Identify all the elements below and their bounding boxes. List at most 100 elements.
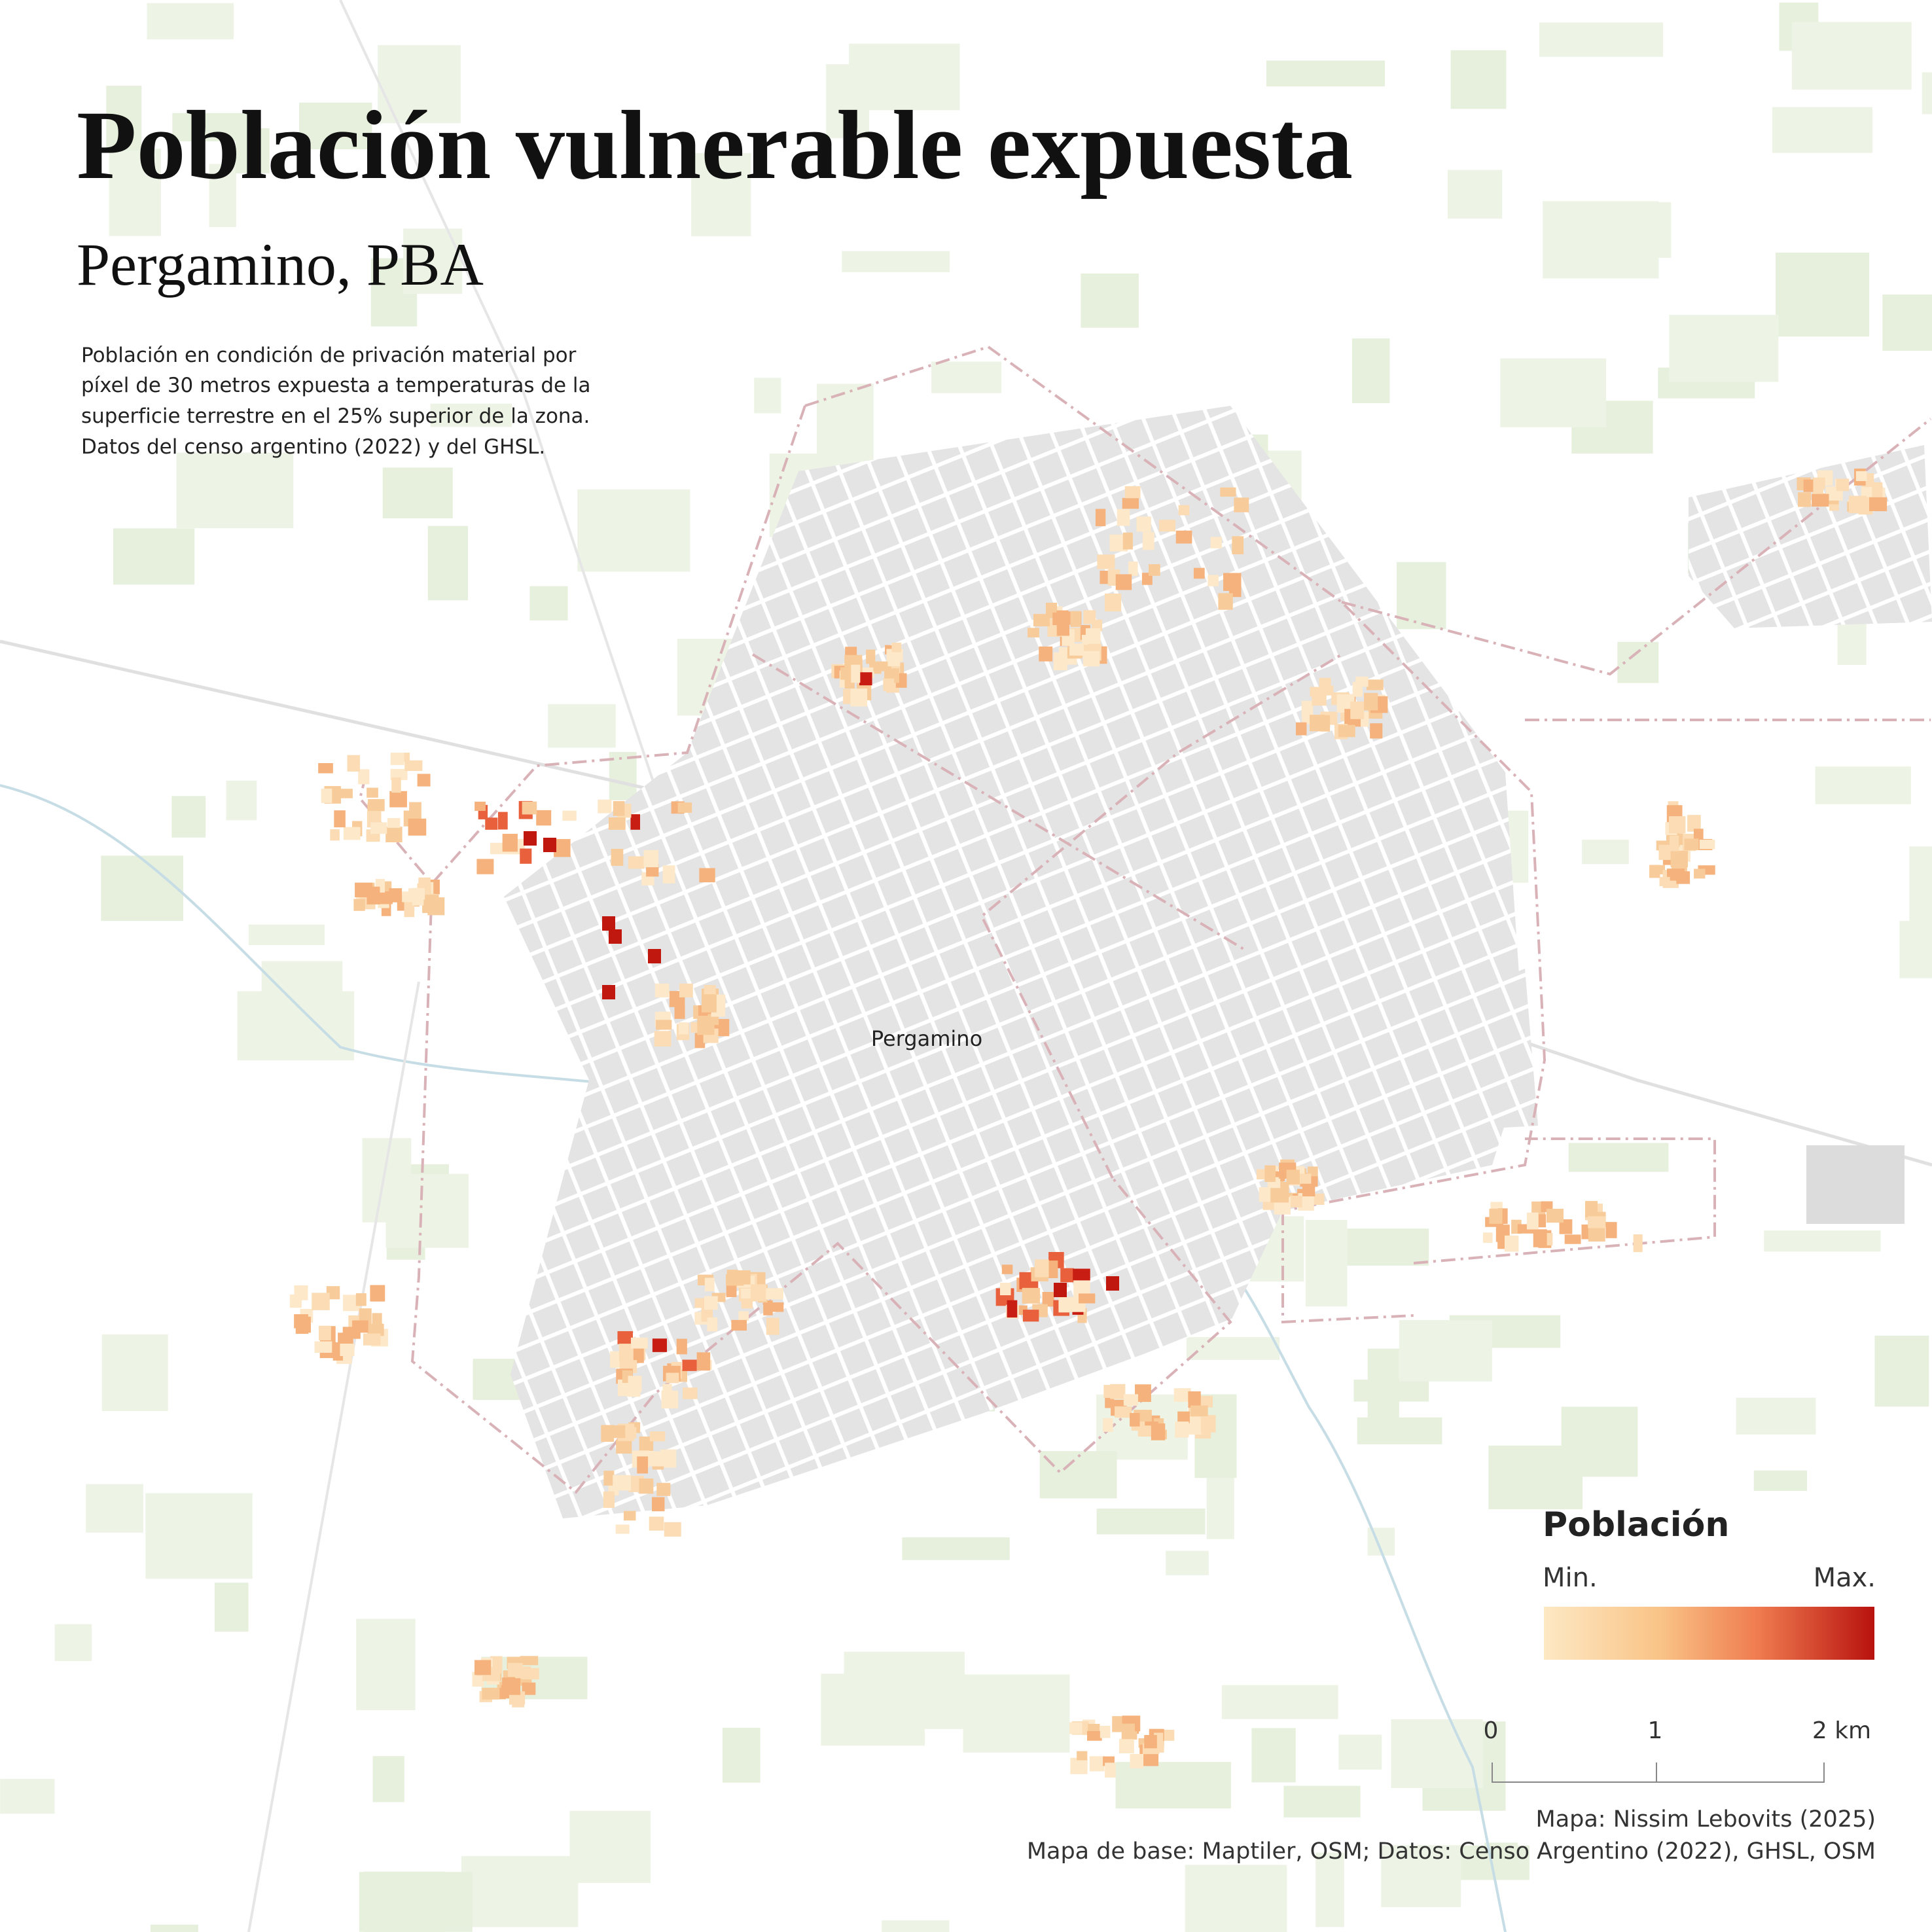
green-patch bbox=[261, 961, 343, 1037]
exposure-cell bbox=[326, 1286, 340, 1300]
green-patch bbox=[816, 384, 874, 474]
urban-area bbox=[1689, 445, 1932, 628]
exposure-cell bbox=[1056, 618, 1069, 636]
exposure-cell bbox=[766, 1317, 779, 1335]
exposure-cell bbox=[891, 642, 902, 653]
exposure-cell bbox=[630, 1337, 648, 1349]
green-patch bbox=[106, 86, 142, 151]
exposure-cell bbox=[701, 994, 717, 1012]
exposure-cell bbox=[731, 1319, 747, 1331]
green-patch bbox=[372, 1756, 404, 1802]
exposure-cell bbox=[515, 1666, 531, 1679]
exposure-cell bbox=[1048, 1261, 1058, 1278]
green-patch bbox=[1315, 1852, 1344, 1927]
exposure-cell bbox=[387, 818, 401, 828]
exposure-cell bbox=[1659, 876, 1670, 886]
green-patch bbox=[427, 526, 468, 601]
green-patch bbox=[1221, 1685, 1338, 1719]
exposure-cell bbox=[628, 1376, 642, 1392]
exposure-cell bbox=[682, 1359, 697, 1371]
exposure-cell bbox=[1210, 537, 1222, 548]
green-patch bbox=[176, 452, 294, 529]
exposure-cell bbox=[1836, 478, 1850, 492]
exposure-cell bbox=[1220, 487, 1236, 497]
exposure-cell bbox=[741, 1288, 753, 1299]
exposure-cell bbox=[652, 1338, 668, 1352]
title: Población vulnerable expuesta bbox=[77, 91, 1353, 200]
green-patch bbox=[1448, 170, 1503, 219]
green-patch bbox=[1791, 22, 1912, 90]
exposure-cell bbox=[617, 1331, 633, 1344]
exposure-cell bbox=[619, 1383, 631, 1393]
exposure-cell bbox=[417, 774, 431, 787]
exposure-cell bbox=[704, 985, 716, 995]
exposure-cell bbox=[370, 1285, 385, 1302]
scale-label: 0 bbox=[1484, 1717, 1499, 1744]
green-patch bbox=[385, 1173, 469, 1248]
exposure-cell bbox=[390, 768, 408, 780]
exposure-cell bbox=[482, 1687, 500, 1700]
exposure-cell bbox=[1085, 628, 1101, 645]
green-patch bbox=[1338, 1734, 1382, 1770]
green-patch bbox=[1909, 846, 1932, 935]
exposure-cell bbox=[611, 848, 624, 866]
description-line: Población en condición de privación mate… bbox=[81, 344, 577, 367]
exposure-cell bbox=[1149, 564, 1160, 576]
exposure-cell bbox=[1310, 715, 1325, 732]
green-patch bbox=[1882, 294, 1932, 351]
exposure-cell bbox=[1259, 1187, 1272, 1202]
green-patch bbox=[1539, 22, 1664, 57]
exposure-cell bbox=[1136, 516, 1151, 532]
exposure-cell bbox=[1350, 701, 1365, 719]
exposure-cell bbox=[1142, 531, 1154, 550]
boundaries bbox=[358, 346, 1932, 1494]
exposure-cell bbox=[602, 985, 615, 999]
exposure-cell bbox=[656, 1482, 671, 1496]
green-patch bbox=[1500, 358, 1607, 427]
exposure-cell bbox=[741, 1296, 753, 1309]
exposure-cell bbox=[536, 810, 552, 826]
scale-label: 1 bbox=[1648, 1717, 1663, 1744]
exposure-cell bbox=[353, 899, 365, 911]
exposure-cell bbox=[1077, 1751, 1088, 1761]
exposure-cell bbox=[389, 791, 407, 808]
exposure-cell bbox=[1028, 628, 1039, 637]
exposure-cell bbox=[409, 802, 421, 820]
exposure-cell bbox=[707, 1317, 718, 1332]
green-patch bbox=[248, 924, 325, 946]
exposure-cell bbox=[1070, 611, 1081, 627]
exposure-cell bbox=[656, 1020, 672, 1030]
exposure-cell bbox=[1123, 1394, 1138, 1406]
exposure-cell bbox=[1022, 1310, 1039, 1322]
exposure-cell bbox=[603, 1491, 615, 1509]
legend-max: Max. bbox=[1814, 1563, 1876, 1593]
exposure-cell bbox=[522, 801, 537, 815]
exposure-cell bbox=[391, 777, 401, 793]
exposure-cell bbox=[338, 1333, 353, 1345]
exposure-cell bbox=[370, 822, 387, 834]
exposure-cell bbox=[699, 868, 715, 883]
green-patch bbox=[101, 1334, 168, 1412]
exposure-cell bbox=[1035, 1259, 1049, 1278]
exposure-cell bbox=[1861, 487, 1872, 497]
exposure-cell bbox=[639, 1436, 654, 1452]
green-patch bbox=[1874, 1335, 1929, 1407]
exposure-cell bbox=[598, 799, 612, 814]
exposure-cell bbox=[1187, 1416, 1202, 1435]
exposure-cell bbox=[299, 1316, 311, 1333]
exposure-cell bbox=[1158, 520, 1176, 532]
exposure-cell bbox=[1812, 477, 1825, 490]
exposure-cell bbox=[347, 755, 360, 772]
green-patch bbox=[1305, 1219, 1348, 1307]
green-patch bbox=[150, 1924, 198, 1932]
exposure-cell bbox=[1684, 838, 1699, 851]
exposure-cell bbox=[1798, 492, 1812, 507]
exposure-cell bbox=[1058, 1297, 1070, 1313]
exposure-cell bbox=[343, 827, 361, 840]
scale-label: 2 km bbox=[1812, 1717, 1871, 1744]
exposure-cell bbox=[1173, 1388, 1191, 1402]
green-patch bbox=[821, 1673, 925, 1746]
exposure-cell bbox=[520, 1656, 539, 1666]
exposure-cell bbox=[520, 848, 532, 864]
